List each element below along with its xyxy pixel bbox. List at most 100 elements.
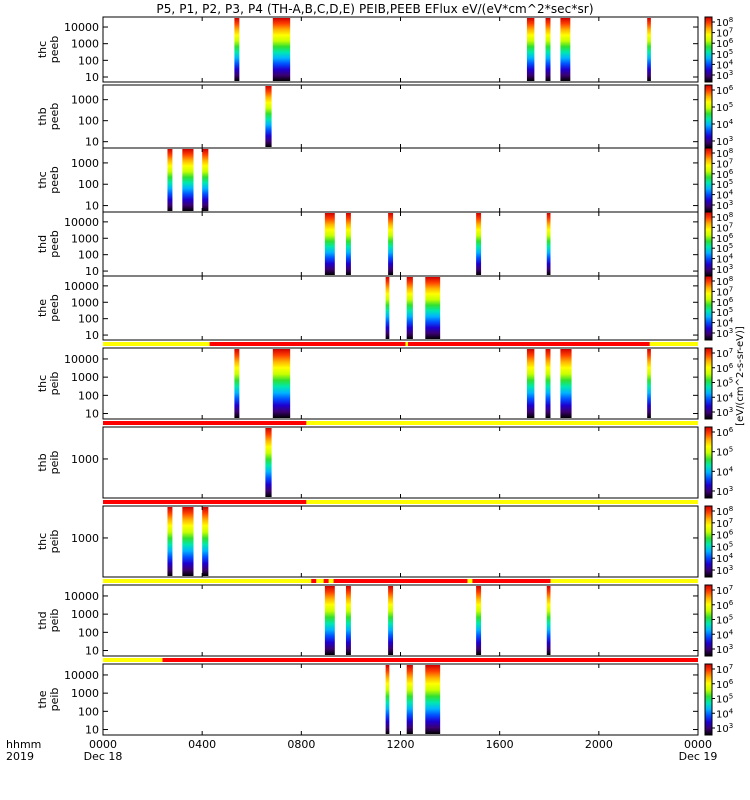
panel-probe-label: thc [36, 171, 49, 188]
x-tick-label: 2000 [585, 738, 613, 751]
colorbar-tick-label: 103 [716, 327, 733, 340]
colorbar-tick-label: 104 [716, 189, 734, 202]
colorbar-tick-label: 105 [716, 306, 733, 319]
y-tick-label: 10 [85, 200, 99, 213]
y-tick-label: 1000 [71, 453, 99, 466]
colorbar-tick-label: 105 [716, 693, 733, 706]
y-tick-label: 1000 [71, 296, 99, 309]
colorbar-tick-label: 103 [716, 135, 733, 148]
colorbar-tick-label: 103 [716, 643, 733, 656]
spectrogram-interval [182, 507, 194, 576]
colorbar-tick-label: 103 [716, 485, 733, 498]
colorbar [704, 275, 713, 341]
y-tick-label: 10 [85, 724, 99, 737]
colorbar-tick-label: 108 [716, 211, 733, 224]
colorbar-tick-label: 108 [716, 147, 733, 160]
x-tick-label: 0400 [188, 738, 216, 751]
spectrogram-interval [234, 18, 240, 81]
y-tick-label: 10000 [64, 669, 99, 682]
spectrogram-interval [182, 149, 194, 211]
mode-bar-red-segment [323, 579, 329, 583]
y-tick-label: 100 [78, 389, 99, 402]
colorbar-tick-label: 106 [716, 296, 734, 309]
colorbar [704, 84, 713, 149]
y-tick-label: 100 [78, 249, 99, 262]
spectrogram-interval [647, 349, 651, 418]
colorbar-tick-label: 108 [716, 505, 733, 518]
y-tick-label: 100 [78, 705, 99, 718]
x-date-label: Dec 19 [679, 750, 718, 763]
y-tick-label: 10000 [64, 280, 99, 293]
colorbar [704, 663, 713, 736]
chart-title: P5, P1, P2, P3, P4 (TH-A,B,C,D,E) PEIB,P… [156, 2, 594, 16]
spectrogram-interval [234, 349, 240, 418]
colorbar-tick-label: 107 [716, 27, 733, 40]
colorbar-tick-label: 106 [716, 168, 734, 181]
colorbar-tick-label: 105 [716, 446, 733, 459]
mode-bar-yellow-segment [306, 500, 698, 504]
mode-bar-red-segment [209, 342, 406, 346]
colorbar-tick-label: 104 [716, 317, 734, 330]
x-row-label-hhmm: hhmm [6, 738, 41, 751]
x-tick-label: 0000 [89, 738, 117, 751]
mode-bar-base [103, 421, 698, 425]
mode-bar-red-segment [103, 421, 307, 425]
colorbar [704, 426, 713, 499]
panel-probe-label: the [36, 690, 49, 708]
colorbar-tick-label: 103 [716, 722, 733, 735]
x-tick-label: 0800 [287, 738, 315, 751]
spectrogram-interval [647, 18, 651, 81]
colorbar-tick-label: 106 [716, 232, 734, 245]
spectrogram-interval [385, 665, 390, 734]
y-tick-label: 10 [85, 329, 99, 342]
spectrogram-interval [324, 586, 335, 655]
colorbar [704, 347, 713, 420]
colorbar-tick-label: 104 [716, 118, 734, 131]
y-tick-label: 10000 [64, 353, 99, 366]
spectrogram-interval [272, 18, 291, 81]
colorbar-tick-label: 104 [716, 253, 734, 266]
panel-frame [102, 16, 699, 83]
y-tick-label: 100 [78, 313, 99, 326]
colorbar-tick-label: 107 [716, 584, 733, 597]
colorbar-unit-label: [eV/(cm^2-s-sr-eV)] [735, 326, 746, 426]
panel-thb-peib: 1000 thb peib 106 105 104 103 [36, 421, 734, 499]
y-tick-label: 100 [78, 626, 99, 639]
spectrogram-interval [545, 349, 551, 418]
colorbar [704, 147, 713, 213]
spectrogram-interval [388, 586, 394, 655]
panel-probe-label: thc [36, 41, 49, 58]
spectrogram-interval [560, 18, 571, 81]
colorbar-tick-label: 107 [716, 347, 733, 360]
spectrogram-interval [546, 213, 551, 275]
mode-bar-red-segment [472, 579, 551, 583]
colorbar-tick-label: 106 [716, 599, 734, 612]
colorbar-tick-label: 103 [716, 199, 733, 212]
panel-product-label: peeb [48, 230, 61, 258]
panel-probe-label: thd [36, 611, 49, 629]
y-tick-label: 10 [85, 408, 99, 421]
mode-bar-red-segment [407, 342, 650, 346]
colorbar-tick-label: 104 [716, 552, 734, 565]
colorbar-tick-label: 104 [716, 58, 734, 71]
colorbar-tick-label: 103 [716, 69, 733, 82]
spectrogram-interval [526, 349, 535, 418]
y-tick-label: 1000 [71, 38, 99, 51]
panel-probe-label: thc [36, 533, 49, 550]
colorbar-tick-label: 106 [716, 678, 734, 691]
spectrogram-interval [425, 277, 441, 339]
spectrogram-interval [406, 277, 413, 339]
colorbar-tick-label: 107 [716, 157, 733, 170]
mode-bar-red-segment [333, 579, 468, 583]
colorbar-tick-label: 103 [716, 564, 733, 577]
spectrogram-interval [546, 586, 551, 655]
y-tick-label: 10 [85, 645, 99, 658]
y-tick-label: 10000 [64, 216, 99, 229]
panel-product-label: peib [48, 372, 61, 396]
panel-frame [102, 347, 699, 420]
colorbar-tick-label: 103 [716, 263, 733, 276]
x-tick-label: 0000 [684, 738, 712, 751]
